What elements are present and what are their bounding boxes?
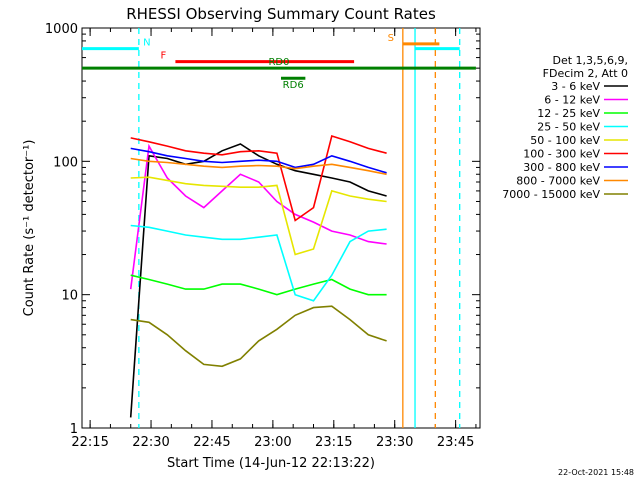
x-tick-label: 22:45	[193, 435, 230, 450]
y-tick-label: 10	[61, 289, 78, 304]
flag-label-rd6: RD6	[283, 80, 304, 91]
legend-header: FDecim 2, Att 0	[543, 67, 628, 80]
legend-entry-label: 50 - 100 keV	[530, 134, 600, 147]
y-tick-label: 1000	[45, 22, 78, 37]
x-tick-label: 23:30	[376, 435, 413, 450]
series-line-7	[130, 157, 387, 176]
x-tick-label: 23:00	[254, 435, 291, 450]
legend-entry-label: 300 - 800 keV	[523, 161, 600, 174]
x-tick-label: 22:15	[71, 435, 108, 450]
y-tick-label: 1	[70, 422, 78, 437]
y-axis-label: Count Rate (s⁻¹ detector⁻¹)	[22, 140, 37, 317]
legend-entry-label: 100 - 300 keV	[523, 148, 600, 161]
series-line-4	[130, 176, 387, 256]
legend-entry-label: 12 - 25 keV	[537, 107, 600, 120]
legend-entry-label: 6 - 12 keV	[544, 94, 600, 107]
y-tick-label: 100	[53, 155, 78, 170]
series-line-8	[130, 305, 387, 368]
series-line-2	[130, 274, 387, 296]
legend-header: Det 1,3,5,6,9,	[552, 54, 628, 67]
x-tick-label: 23:15	[315, 435, 352, 450]
legend-entry-label: 3 - 6 keV	[551, 80, 600, 93]
generation-timestamp: 22-Oct-2021 15:48	[558, 468, 634, 477]
flag-label-s: S	[388, 33, 394, 44]
flag-label-rd0: RD0	[268, 57, 289, 68]
legend-entry-label: 25 - 50 keV	[537, 121, 600, 134]
legend-entry-label: 7000 - 15000 keV	[502, 188, 600, 201]
series-line-1	[129, 143, 387, 290]
chart-title: RHESSI Observing Summary Count Rates	[126, 5, 436, 23]
series-line-0	[129, 143, 387, 418]
series-line-5	[130, 134, 387, 222]
x-tick-label: 22:30	[132, 435, 169, 450]
series-line-3	[130, 224, 387, 302]
flag-label-n: N	[143, 38, 150, 49]
series-line-6	[130, 147, 387, 174]
x-axis-label: Start Time (14-Jun-12 22:13:22)	[167, 456, 375, 471]
flag-label-f: F	[161, 51, 167, 62]
plot-frame	[81, 27, 481, 429]
legend-entry-label: 800 - 7000 keV	[516, 175, 600, 188]
x-tick-label: 23:45	[437, 435, 474, 450]
